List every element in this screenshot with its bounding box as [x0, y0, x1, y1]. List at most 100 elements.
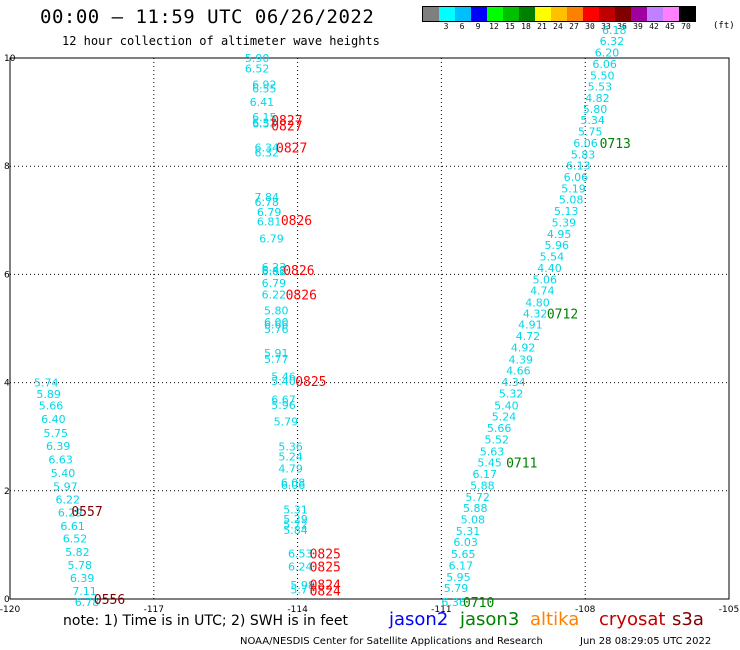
- wave-height-value: 6.36: [441, 596, 466, 609]
- wave-height-value: 6.32: [254, 147, 279, 160]
- wave-height-value: 6.32: [252, 116, 277, 129]
- colorbar-swatch: [487, 7, 503, 21]
- wave-height-value: 6.39: [46, 440, 70, 453]
- wave-height-value: 6.22: [262, 288, 287, 301]
- colorbar-label: 24: [553, 22, 563, 31]
- pass-time-label: 0826: [286, 288, 317, 303]
- wave-height-value: 4.74: [530, 285, 555, 298]
- pass-time-label: 0827: [271, 120, 302, 135]
- wave-height-value: 4.32: [523, 307, 548, 320]
- colorbar-swatch: [439, 7, 455, 21]
- colorbar: [422, 6, 696, 22]
- wave-height-value: 6.17: [473, 468, 498, 481]
- colorbar-label: 21: [537, 22, 547, 31]
- x-tick-label: -105: [719, 605, 739, 615]
- wave-height-value: 5.76: [264, 323, 289, 336]
- wave-height-value: 5.82: [65, 546, 90, 559]
- wave-height-value: 4.82: [585, 92, 610, 105]
- colorbar-label: 39: [633, 22, 643, 31]
- colorbar-swatch: [599, 7, 615, 21]
- wave-height-value: 6.52: [63, 532, 88, 545]
- wave-height-value: 5.08: [461, 513, 486, 526]
- pass-time-label: 0825: [310, 548, 341, 563]
- y-tick-label: 0: [4, 595, 10, 605]
- wave-height-value: 6.55: [252, 82, 277, 95]
- wave-height-value: 6.48: [262, 264, 287, 277]
- wave-height-value: 5.13: [554, 205, 579, 218]
- x-tick-label: -120: [0, 605, 20, 615]
- wave-height-value: 6.78: [254, 196, 279, 209]
- wave-height-value: 5.66: [39, 399, 64, 412]
- colorbar-label: 15: [505, 22, 515, 31]
- colorbar-label: 9: [475, 22, 481, 31]
- wave-height-value: 6.63: [48, 453, 72, 466]
- wave-height-value: 6.23: [262, 261, 287, 274]
- wave-height-value: 5.31: [456, 525, 481, 538]
- colorbar-swatch: [679, 7, 695, 21]
- y-tick-label: 2: [4, 487, 10, 497]
- wave-height-value: 5.36: [278, 440, 303, 453]
- wave-height-value: 5.40: [271, 375, 296, 388]
- colorbar-labels: 3 6 9 12 15 18 21 24 27 30 33 36 39 42 45 70: [422, 22, 694, 31]
- wave-height-value: 5.80: [264, 305, 289, 318]
- colorbar-swatch: [455, 7, 471, 21]
- wave-height-value: 4.34: [501, 376, 525, 389]
- wave-height-value: 5.72: [465, 491, 490, 504]
- wave-height-value: 6.15: [252, 111, 277, 124]
- legend-item-cryosat: cryosat: [599, 609, 666, 630]
- pass-time-label: 0710: [463, 596, 494, 611]
- wave-height-value: 4.91: [518, 319, 543, 332]
- wave-height-value: 6.39: [70, 572, 95, 585]
- wave-height-value: 5.63: [480, 445, 505, 458]
- plot-frame: [9, 57, 730, 600]
- wave-height-value: 5.88: [463, 502, 488, 515]
- wave-height-value: 5.90: [245, 52, 270, 65]
- pass-time-label: 0713: [600, 137, 631, 152]
- wave-height-value: 6.06: [281, 479, 306, 492]
- colorbar-swatch: [519, 7, 535, 21]
- wave-height-value: 5.50: [590, 69, 615, 82]
- wave-height-value: 6.78: [75, 596, 100, 609]
- wave-height-value: 6.41: [250, 96, 275, 109]
- wave-height-value: 6.13: [566, 160, 591, 173]
- wave-height-value: 6.20: [595, 47, 620, 60]
- colorbar-swatch: [567, 7, 583, 21]
- pass-time-label: 0824: [310, 584, 341, 599]
- wave-height-value: 5.54: [540, 251, 565, 264]
- colorbar-swatch: [535, 7, 551, 21]
- wave-height-value: 4.66: [506, 365, 531, 378]
- colorbar-label: 30: [585, 22, 595, 31]
- wave-height-value: 5.40: [494, 399, 519, 412]
- wave-height-value: 5.32: [499, 387, 524, 400]
- wave-height-value: 6.61: [60, 520, 85, 533]
- x-tick-label: -108: [575, 605, 596, 615]
- wave-height-value: 4.79: [278, 463, 303, 476]
- credit-text: NOAA/NESDIS Center for Satellite Applica…: [240, 636, 543, 647]
- colorbar-label: 33: [601, 22, 611, 31]
- wave-height-value: 6.92: [252, 79, 277, 92]
- wave-height-value: 5.24: [278, 451, 303, 464]
- chart-title: 00:00 — 11:59 UTC 06/26/2022: [40, 6, 375, 28]
- wave-height-value: 5.97: [53, 480, 78, 493]
- wave-height-value: 5.88: [470, 479, 495, 492]
- wave-height-value: 6.67: [271, 393, 296, 406]
- pass-time-label: 0826: [283, 264, 314, 279]
- wave-height-value: 6.29: [58, 506, 83, 519]
- colorbar-swatch: [471, 7, 487, 21]
- wave-height-value: 4.95: [547, 228, 572, 241]
- colorbar-label: 36: [617, 22, 627, 31]
- wave-height-value: 6.81: [257, 215, 282, 228]
- wave-height-value: 5.34: [580, 114, 605, 127]
- wave-height-value: 5.77: [290, 583, 315, 596]
- colorbar-swatch: [583, 7, 599, 21]
- colorbar-swatch: [631, 7, 647, 21]
- wave-height-value: 6.32: [600, 35, 625, 48]
- colorbar-swatch: [615, 7, 631, 21]
- colorbar-swatch: [663, 7, 679, 21]
- wave-height-value: 5.91: [264, 347, 289, 360]
- x-tick-label: -114: [287, 605, 308, 615]
- wave-height-value: 5.40: [51, 467, 76, 480]
- pass-time-label: 0824: [310, 578, 341, 593]
- wave-height-value: 4.72: [516, 330, 541, 343]
